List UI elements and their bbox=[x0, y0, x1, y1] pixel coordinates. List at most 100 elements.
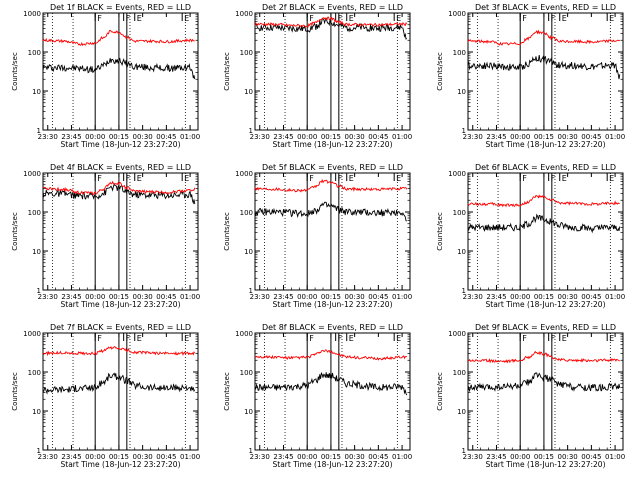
x-axis-label: Start Time (18-Jun-12 23:27:20) bbox=[273, 300, 393, 309]
y-axis-label: Counts/sec bbox=[11, 212, 19, 251]
y-tick-label: 1000 bbox=[448, 170, 466, 178]
event-label: E bbox=[184, 14, 189, 23]
series-line-events bbox=[42, 57, 196, 80]
event-label: F bbox=[97, 334, 102, 343]
event-label: F bbox=[309, 174, 314, 183]
series-line-lld bbox=[467, 29, 621, 46]
x-tick-label: 01:00 bbox=[605, 293, 625, 301]
x-tick-label: 23:45 bbox=[273, 133, 293, 141]
x-tick-label: 00:30 bbox=[345, 133, 365, 141]
event-label: F bbox=[522, 174, 527, 183]
x-tick-label: 00:30 bbox=[558, 133, 578, 141]
panel-title: Det 1f BLACK = Events, RED = LLD bbox=[50, 3, 191, 12]
x-tick-label: 00:15 bbox=[534, 133, 554, 141]
y-tick-label: 10 bbox=[32, 408, 41, 416]
event-label: E bbox=[349, 334, 354, 343]
x-tick-label: 00:00 bbox=[85, 133, 105, 141]
y-tick-label: 10 bbox=[244, 88, 253, 96]
panel-title: Det 8f BLACK = Events, RED = LLD bbox=[262, 323, 403, 332]
series-line-lld bbox=[467, 194, 620, 208]
x-tick-label: 00:45 bbox=[368, 453, 388, 461]
x-tick-label: 00:30 bbox=[345, 453, 365, 461]
x-tick-label: 00:30 bbox=[558, 453, 578, 461]
x-tick-label: 23:30 bbox=[250, 133, 270, 141]
x-tick-label: 23:30 bbox=[463, 453, 483, 461]
x-tick-label: 00:15 bbox=[534, 293, 554, 301]
x-tick-label: 23:45 bbox=[273, 453, 293, 461]
series-line-events bbox=[254, 17, 408, 40]
event-label: F bbox=[309, 14, 314, 23]
x-tick-label: 00:00 bbox=[85, 453, 105, 461]
series-line-events bbox=[467, 372, 621, 393]
series-line-events bbox=[42, 182, 196, 205]
plot-frame bbox=[467, 172, 624, 291]
series-line-lld bbox=[42, 346, 196, 357]
x-tick-label: 23:30 bbox=[38, 293, 58, 301]
x-tick-label: 01:00 bbox=[180, 133, 200, 141]
x-tick-label: 23:45 bbox=[61, 133, 81, 141]
x-tick-label: 00:45 bbox=[156, 133, 176, 141]
event-label: E bbox=[562, 174, 567, 183]
event-label: E bbox=[562, 14, 567, 23]
x-tick-label: 00:15 bbox=[534, 453, 554, 461]
x-tick-label: 23:45 bbox=[61, 293, 81, 301]
plot-frame bbox=[254, 332, 411, 451]
x-tick-label: 00:45 bbox=[156, 453, 176, 461]
x-tick-label: 23:30 bbox=[38, 453, 58, 461]
series-line-events bbox=[467, 55, 621, 80]
event-label: F bbox=[309, 334, 314, 343]
event-label: F bbox=[551, 14, 556, 23]
x-tick-label: 23:30 bbox=[250, 293, 270, 301]
x-tick-label: 00:30 bbox=[345, 293, 365, 301]
panel-title: Det 3f BLACK = Events, RED = LLD bbox=[475, 3, 616, 12]
y-axis-label: Counts/sec bbox=[223, 372, 231, 411]
x-tick-label: 00:00 bbox=[510, 293, 530, 301]
x-tick-label: 00:45 bbox=[156, 293, 176, 301]
plot-frame bbox=[42, 172, 199, 291]
event-label: E bbox=[349, 14, 354, 23]
x-tick-label: 01:00 bbox=[392, 133, 412, 141]
event-label: F bbox=[338, 174, 343, 183]
y-axis-label: Counts/sec bbox=[11, 52, 19, 91]
y-tick-label: 10 bbox=[32, 88, 41, 96]
x-tick-label: 23:45 bbox=[486, 453, 506, 461]
event-label: E bbox=[396, 334, 401, 343]
x-tick-label: 00:00 bbox=[85, 293, 105, 301]
x-tick-label: 01:00 bbox=[605, 133, 625, 141]
event-label: E bbox=[562, 334, 567, 343]
x-tick-label: 23:30 bbox=[250, 453, 270, 461]
y-tick-label: 1000 bbox=[235, 10, 253, 18]
x-tick-label: 23:45 bbox=[273, 293, 293, 301]
x-tick-label: 00:15 bbox=[109, 133, 129, 141]
series-line-lld bbox=[254, 349, 408, 361]
plot-frame bbox=[42, 12, 199, 131]
event-label: F bbox=[551, 174, 556, 183]
x-tick-label: 00:15 bbox=[321, 453, 341, 461]
x-tick-label: 00:30 bbox=[133, 453, 153, 461]
panel-title: Det 2f BLACK = Events, RED = LLD bbox=[262, 3, 403, 12]
x-tick-label: 00:00 bbox=[510, 133, 530, 141]
series-line-events bbox=[254, 201, 408, 222]
plot-frame bbox=[467, 12, 624, 131]
y-axis-label: Counts/sec bbox=[223, 52, 231, 91]
x-tick-label: 00:30 bbox=[133, 133, 153, 141]
event-label: E bbox=[137, 334, 142, 343]
y-tick-label: 100 bbox=[240, 369, 253, 377]
event-label: F bbox=[338, 14, 343, 23]
event-label: F bbox=[338, 334, 343, 343]
y-tick-label: 10 bbox=[32, 248, 41, 256]
x-tick-label: 00:15 bbox=[109, 453, 129, 461]
y-tick-label: 1 bbox=[462, 127, 466, 135]
event-label: F bbox=[97, 174, 102, 183]
event-label: F bbox=[126, 14, 131, 23]
x-tick-label: 23:30 bbox=[463, 293, 483, 301]
event-label: F bbox=[126, 174, 131, 183]
panel-title: Det 5f BLACK = Events, RED = LLD bbox=[262, 163, 403, 172]
panel-title: Det 6f BLACK = Events, RED = LLD bbox=[475, 163, 616, 172]
event-label: E bbox=[609, 334, 614, 343]
x-tick-label: 00:30 bbox=[558, 293, 578, 301]
